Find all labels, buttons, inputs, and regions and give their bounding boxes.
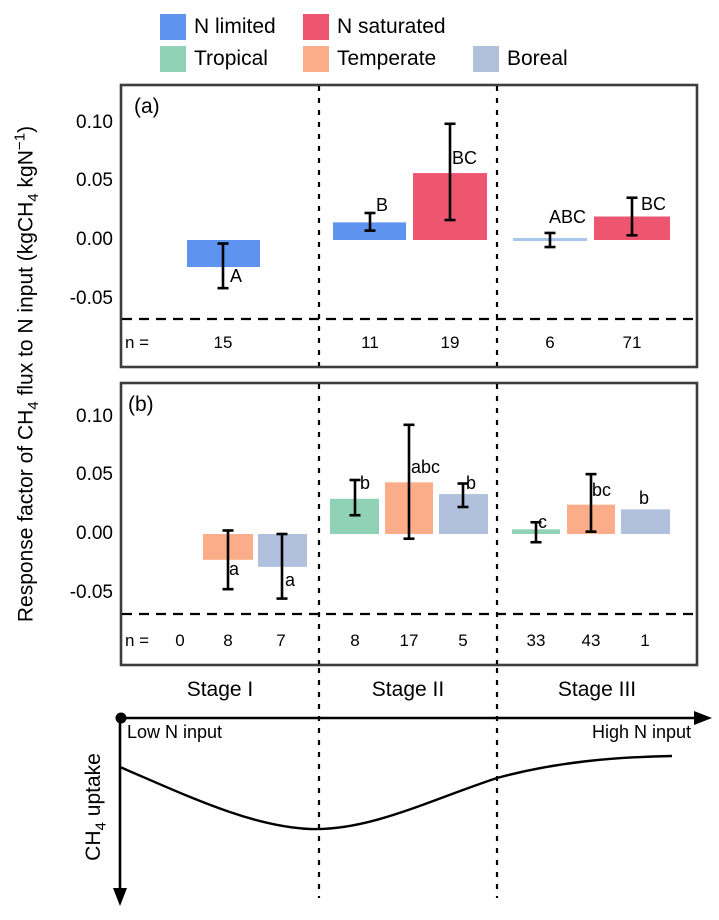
sig-letter-b-c: c	[538, 512, 547, 532]
panel-b-n-prefix: n =	[125, 631, 150, 650]
panel-b-frame	[119, 381, 699, 667]
bar-b-boreal-8	[621, 509, 670, 534]
panel-a-n-prefix: n =	[125, 333, 150, 352]
panel-a-ytick--0.05: -0.05	[69, 287, 113, 309]
legend-label-boreal: Boreal	[507, 47, 568, 70]
panel-b-letter: (b)	[128, 393, 154, 416]
stage-label-2: Stage II	[371, 678, 445, 701]
n-value-b-5: 5	[458, 631, 468, 650]
panel-b-ytick--0.05: -0.05	[69, 581, 113, 603]
n-value-b-3: 8	[350, 631, 360, 650]
high-n-input-label: High N input	[592, 722, 692, 742]
sig-letter-b-b: b	[639, 488, 650, 508]
sig-letter-b-bc: bc	[592, 480, 612, 500]
sig-letter-a-BC: BC	[641, 194, 667, 214]
sig-letter-b-abc: abc	[411, 457, 441, 477]
legend: N limited N saturated Tropical Temperate Bor…	[0, 0, 719, 80]
n-value-b-7: 43	[581, 631, 601, 650]
n-value-a-4: 71	[622, 333, 642, 352]
panel-b-ytick-0.10: 0.10	[76, 405, 113, 427]
sig-letter-a-ABC: ABC	[549, 207, 587, 227]
legend-swatch-tropical	[160, 46, 186, 72]
legend-swatch-boreal	[473, 46, 499, 72]
stage-label-1: Stage I	[186, 678, 254, 701]
sig-letter-b-b: b	[466, 473, 477, 493]
n-value-b-1: 8	[223, 631, 233, 650]
panel-a-letter: (a)	[134, 95, 160, 118]
sig-letter-a-B: B	[376, 195, 389, 215]
n-value-b-2: 7	[276, 631, 286, 650]
n-value-b-4: 17	[399, 631, 419, 650]
panel-a-ytick-0.10: 0.10	[76, 111, 113, 133]
ch4-uptake-axis-arrowhead	[113, 888, 127, 906]
legend-label-n-saturated: N saturated	[337, 15, 446, 38]
n-value-a-1: 11	[361, 333, 379, 352]
sig-letter-a-BC: BC	[452, 148, 478, 168]
ch4-uptake-concept-curve	[119, 754, 673, 831]
ch4-uptake-axis-label: CH4 uptake	[82, 753, 110, 861]
panel-b-ytick-0.00: 0.00	[76, 523, 113, 544]
legend-label-tropical: Tropical	[194, 47, 268, 70]
n-value-a-3: 6	[545, 333, 555, 352]
n-value-b-8: 1	[640, 631, 650, 650]
sig-letter-b-a: a	[229, 559, 240, 579]
stage-label-3: Stage III	[557, 678, 637, 701]
n-value-b-0: 0	[175, 631, 185, 650]
panel-a-ytick-0.05: 0.05	[76, 170, 113, 192]
panel-b-ytick-0.05: 0.05	[76, 464, 113, 486]
n-input-axis-arrowhead	[694, 711, 712, 725]
legend-swatch-temperate	[303, 46, 329, 72]
low-n-input-label: Low N input	[127, 722, 223, 742]
n-value-a-2: 19	[440, 333, 460, 352]
panel-a-frame	[119, 83, 699, 369]
panel-a-ytick-0.00: 0.00	[76, 229, 113, 250]
legend-label-temperate: Temperate	[337, 47, 437, 70]
sig-letter-b-b: b	[360, 473, 371, 493]
legend-label-n-limited: N limited	[194, 15, 276, 38]
sig-letter-b-a: a	[285, 570, 296, 590]
sig-letter-a-A: A	[230, 266, 243, 286]
n-value-a-0: 15	[213, 333, 233, 352]
legend-swatch-n-saturated	[303, 14, 329, 40]
legend-swatch-n-limited	[160, 14, 186, 40]
n-value-b-6: 33	[526, 631, 546, 650]
